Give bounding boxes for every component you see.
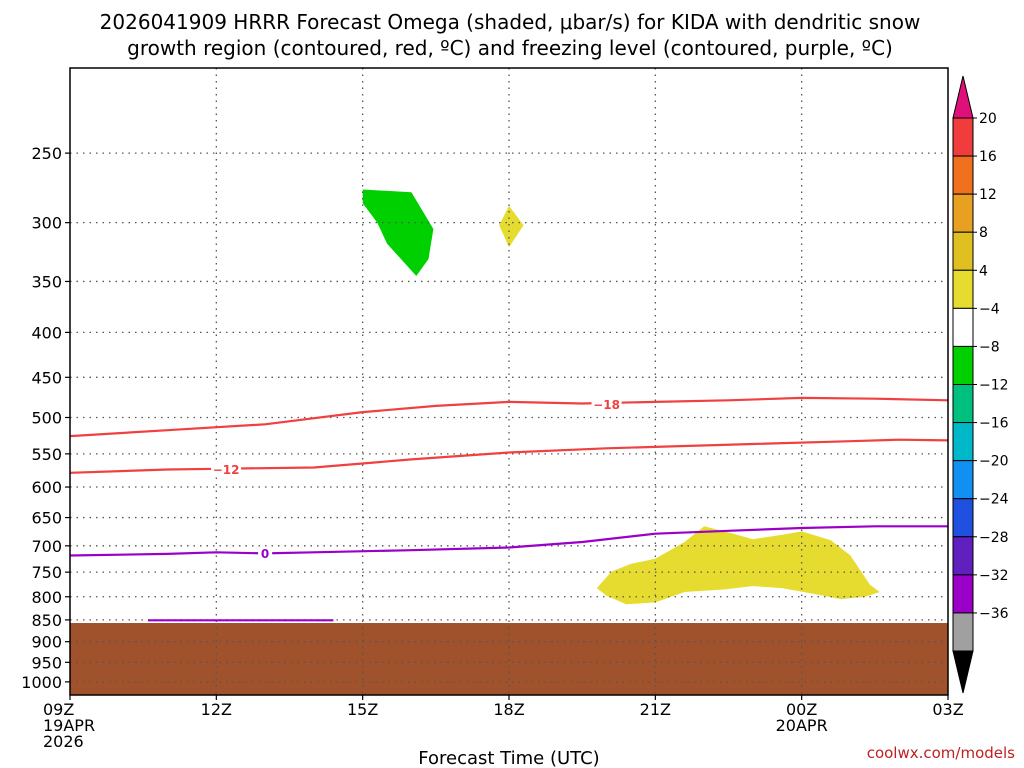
x-tick-label: 18Z xyxy=(493,700,524,719)
y-tick-label: 450 xyxy=(31,368,62,387)
colorbar-under-arrow xyxy=(952,650,974,694)
credit-text: coolwx.com/models xyxy=(867,744,1015,762)
y-tick-label: 900 xyxy=(31,633,62,652)
x-tick-label: 20APR xyxy=(776,716,828,735)
contour-3: 0 xyxy=(69,525,948,561)
y-tick-label: 700 xyxy=(31,537,62,556)
y-tick-label: 750 xyxy=(31,563,62,582)
colorbar-swatch xyxy=(952,117,974,157)
colorbar-swatch xyxy=(952,269,974,309)
x-tick-label: 09Z xyxy=(43,700,74,719)
colorbar-swatch xyxy=(952,536,974,576)
y-tick-label: 300 xyxy=(31,214,62,233)
contour-label-bg xyxy=(591,397,622,412)
colorbar-swatch xyxy=(952,384,974,424)
colorbar-label: −12 xyxy=(979,378,1009,394)
colorbar-over-arrow xyxy=(952,75,974,119)
colorbar-label: −32 xyxy=(979,568,1009,584)
colorbar-label: −8 xyxy=(979,339,1000,355)
colorbar-swatch xyxy=(952,460,974,500)
x-tick-label: 2026 xyxy=(43,732,84,751)
colorbar-label: 8 xyxy=(979,225,988,241)
x-tick-label: 15Z xyxy=(347,700,378,719)
colorbar-label: −24 xyxy=(979,492,1009,508)
contour-label: −12 xyxy=(213,463,240,477)
y-tick-label: 350 xyxy=(31,272,62,291)
contour-line xyxy=(69,525,948,557)
colorbar-swatch xyxy=(952,345,974,385)
y-tick-label: 1000 xyxy=(21,673,62,692)
chart-title-line-2: growth region (contoured, red, ºC) and f… xyxy=(127,36,893,60)
plot-area: −18 −12 0 250 300 350 400 450 500 550 600 650 700 750… xyxy=(21,67,964,751)
y-tick-label: 250 xyxy=(31,144,62,163)
contour-line xyxy=(69,438,949,474)
colorbar-label: −4 xyxy=(979,301,1000,317)
colorbar-label: −28 xyxy=(979,530,1009,546)
contour-label: 0 xyxy=(261,547,269,561)
colorbar-label: −36 xyxy=(979,606,1009,622)
contour-label: −18 xyxy=(593,398,620,412)
colorbar-swatch xyxy=(952,498,974,538)
x-tick-label: 19APR xyxy=(43,716,95,735)
colorbar-swatch xyxy=(952,612,974,652)
y-tick-label: 950 xyxy=(31,653,62,672)
colorbar-label: 20 xyxy=(979,111,997,127)
colorbar-swatch xyxy=(952,231,974,271)
contour-line xyxy=(69,396,949,438)
y-tick-label: 800 xyxy=(31,588,62,607)
colorbar-label: −20 xyxy=(979,454,1009,470)
colorbar: 20 16 12 8 4 −4 −8 −12 −16 −20 −24 −28 −32 −36 xyxy=(952,75,1009,694)
omega-region-1 xyxy=(362,189,434,276)
colorbar-swatch xyxy=(952,193,974,233)
omega-region-2 xyxy=(499,205,524,248)
y-tick-label: 400 xyxy=(31,323,62,342)
y-tick-label: 550 xyxy=(31,445,62,464)
grid-lines xyxy=(70,68,948,695)
colorbar-swatch xyxy=(952,155,974,195)
colorbar-label: 4 xyxy=(979,263,988,279)
colorbar-swatch xyxy=(952,422,974,462)
contour-label-bg xyxy=(258,546,273,561)
contour-2: −12 xyxy=(69,438,949,477)
x-tick-label: 21Z xyxy=(640,700,671,719)
colorbar-swatch xyxy=(952,574,974,614)
colorbar-label: 16 xyxy=(979,149,997,165)
colorbar-swatch xyxy=(952,307,974,347)
y-tick-label: 650 xyxy=(31,509,62,528)
colorbar-label: 12 xyxy=(979,187,997,203)
colorbar-label: −16 xyxy=(979,416,1009,432)
y-tick-label: 500 xyxy=(31,408,62,427)
contour-label-bg xyxy=(211,462,242,477)
omega-region-3 xyxy=(596,526,880,605)
contour-1: −18 xyxy=(69,396,949,438)
terrain-fill xyxy=(70,623,948,695)
chart-title-line-1: 2026041909 HRRR Forecast Omega (shaded, … xyxy=(100,10,921,34)
y-tick-label: 600 xyxy=(31,478,62,497)
x-tick-label: 12Z xyxy=(201,700,232,719)
y-tick-label: 850 xyxy=(31,611,62,630)
x-tick-label: 03Z xyxy=(932,700,963,719)
x-tick-label: 00Z xyxy=(786,700,817,719)
x-axis-label: Forecast Time (UTC) xyxy=(418,748,599,768)
